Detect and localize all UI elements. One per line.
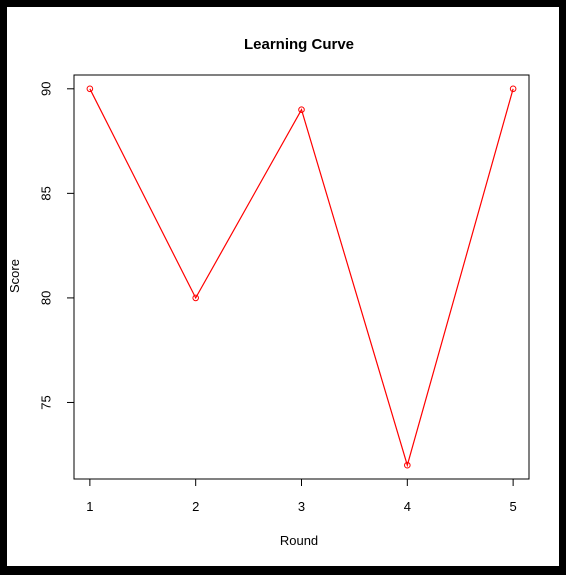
data-point xyxy=(192,294,199,302)
x-tick-label: 2 xyxy=(192,499,199,514)
y-axis: 75 80 85 90 xyxy=(39,82,75,410)
y-tick-label: 75 xyxy=(39,395,54,409)
y-tick-label: 80 xyxy=(39,291,54,305)
y-axis-label: Score xyxy=(7,259,22,293)
y-tick-label: 90 xyxy=(39,82,54,96)
chart-background xyxy=(7,7,559,566)
x-axis-label: Round xyxy=(280,533,318,548)
series-line xyxy=(89,88,514,468)
data-point xyxy=(86,85,94,93)
x-tick-label: 5 xyxy=(510,499,517,514)
x-tick-label: 4 xyxy=(404,499,411,514)
x-tick-label: 1 xyxy=(86,499,93,514)
x-axis: 1 2 3 4 5 xyxy=(86,478,517,514)
series-layer xyxy=(86,85,517,469)
data-point xyxy=(298,106,305,114)
x-tick-label: 3 xyxy=(298,499,305,514)
data-point xyxy=(509,85,517,93)
y-tick-label: 85 xyxy=(39,186,54,200)
chart-title: Learning Curve xyxy=(244,36,354,53)
data-point xyxy=(404,461,411,469)
